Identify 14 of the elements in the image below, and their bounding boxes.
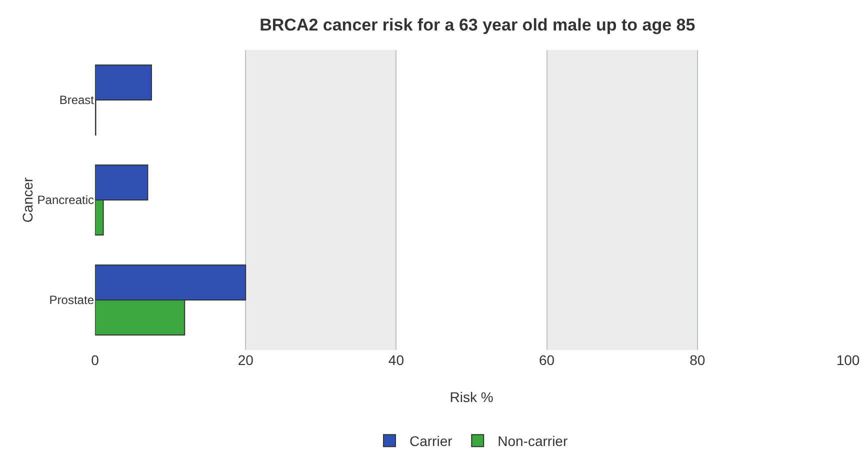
x-axis-title: Risk % [450,389,494,405]
legend-label: Carrier [410,433,453,450]
x-tick-label: 40 [388,352,404,368]
legend-label: Non-carrier [498,433,568,450]
x-tick-label: 100 [836,352,860,368]
x-tick-label: 20 [238,352,254,368]
y-axis-title: Cancer [19,177,36,223]
x-tick-label: 80 [690,352,706,368]
x-tick-label: 60 [539,352,555,368]
y-tick-label: Pancreatic [37,193,94,208]
chart-title: BRCA2 cancer risk for a 63 year old male up to age 85 [260,16,696,35]
y-tick-label: Prostate [49,293,94,308]
y-tick-label: Breast [59,93,95,108]
x-tick-label: 0 [91,352,100,368]
